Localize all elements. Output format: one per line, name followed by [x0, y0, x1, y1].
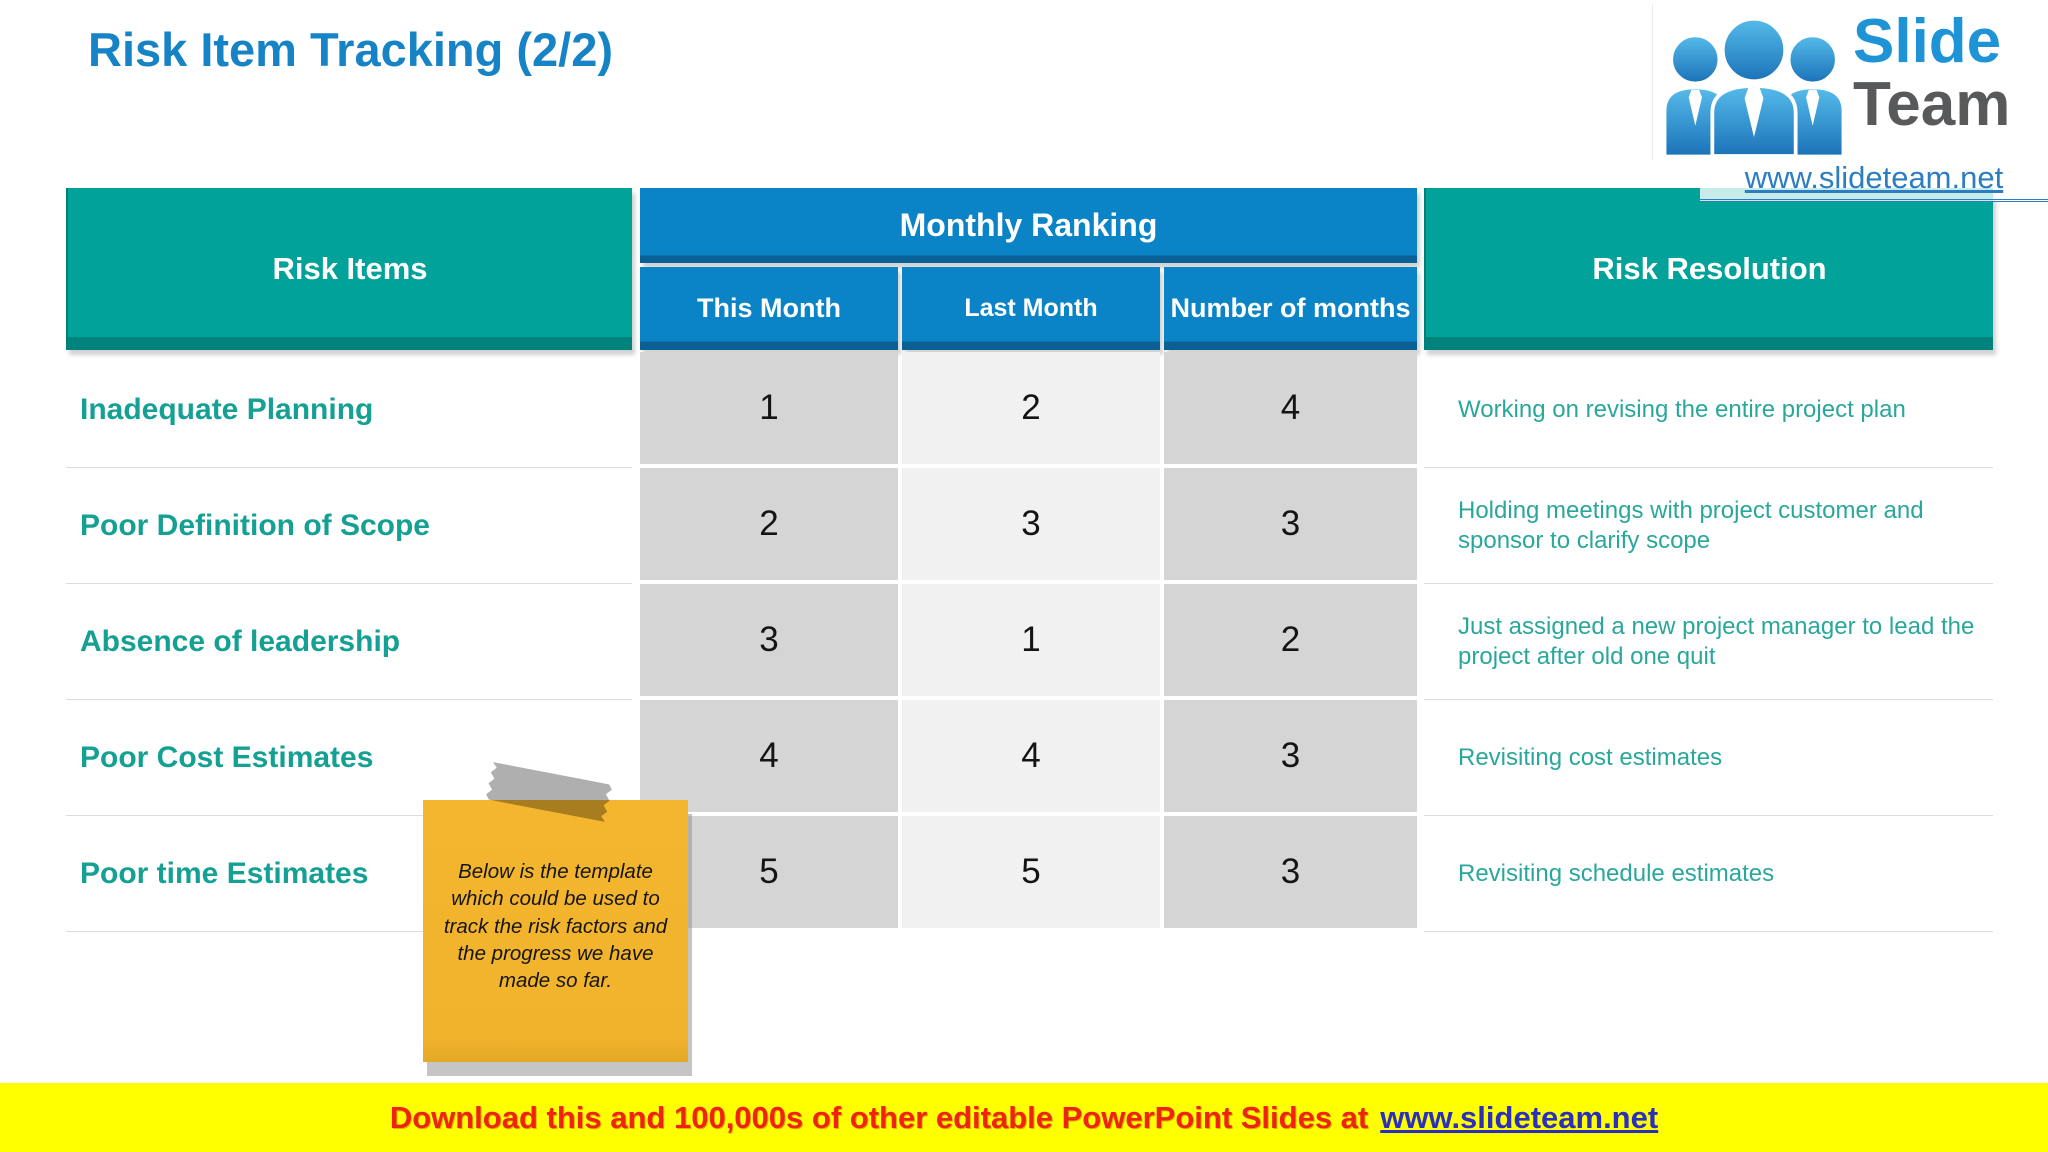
footer-link[interactable]: www.slideteam.net — [1380, 1099, 1659, 1135]
number-of-months-value: 3 — [1164, 700, 1417, 816]
this-month-value: 1 — [640, 352, 898, 468]
logo-text-slide: Slide — [1853, 7, 2002, 76]
logo-text-team: Team — [1853, 70, 2011, 140]
slideteam-logo: Slide Team — [1652, 4, 2047, 160]
header-risk-resolution: Risk Resolution — [1424, 188, 1993, 350]
number-of-months-value: 3 — [1164, 816, 1417, 932]
last-month-value: 2 — [902, 352, 1160, 468]
risk-name: Poor Definition of Scope — [66, 468, 632, 584]
risk-resolution-text: Revisiting cost estimates — [1424, 700, 1993, 816]
footer-banner: Download this and 100,000s of other edit… — [0, 1083, 2048, 1152]
header-monthly-ranking: Monthly Ranking — [640, 188, 1417, 263]
this-month-value: 3 — [640, 584, 898, 700]
risk-name: Poor Cost Estimates — [66, 700, 632, 816]
risk-resolution-text: Holding meetings with project customer a… — [1424, 468, 1993, 584]
risk-resolution-text: Just assigned a new project manager to l… — [1424, 584, 1993, 700]
this-month-value: 2 — [640, 468, 898, 584]
risk-name: Inadequate Planning — [66, 352, 632, 468]
logo-brand: Slide Team — [1853, 7, 2043, 140]
this-month-value: 4 — [640, 700, 898, 816]
header-last-month: Last Month — [902, 267, 1160, 350]
last-month-value: 1 — [902, 584, 1160, 700]
footer-message: Download this and 100,000s of other edit… — [389, 1099, 1369, 1135]
risk-resolution-text: Working on revising the entire project p… — [1424, 352, 1993, 468]
people-icon — [1663, 16, 1845, 156]
header-number-of-months: Number of months — [1164, 267, 1417, 350]
sticky-note-text: Below is the template which could be use… — [443, 860, 668, 992]
number-of-months-value: 4 — [1164, 352, 1417, 468]
number-of-months-value: 2 — [1164, 584, 1417, 700]
risk-table-body: Inadequate Planning 1 2 4 Working on rev… — [66, 352, 1993, 932]
number-of-months-value: 3 — [1164, 468, 1417, 584]
page-title: Risk Item Tracking (2/2) — [88, 23, 614, 76]
last-month-value: 4 — [902, 700, 1160, 816]
logo-url-link[interactable]: www.slideteam.net — [1700, 156, 2048, 202]
risk-resolution-text: Revisiting schedule estimates — [1424, 816, 1993, 932]
sticky-note: Below is the template which could be use… — [423, 800, 688, 1062]
header-this-month: This Month — [640, 267, 898, 350]
last-month-value: 5 — [902, 816, 1160, 932]
header-risk-items: Risk Items — [66, 188, 632, 350]
last-month-value: 3 — [902, 468, 1160, 584]
risk-name: Poor time Estimates — [66, 816, 632, 932]
risk-name: Absence of leadership — [66, 584, 632, 700]
